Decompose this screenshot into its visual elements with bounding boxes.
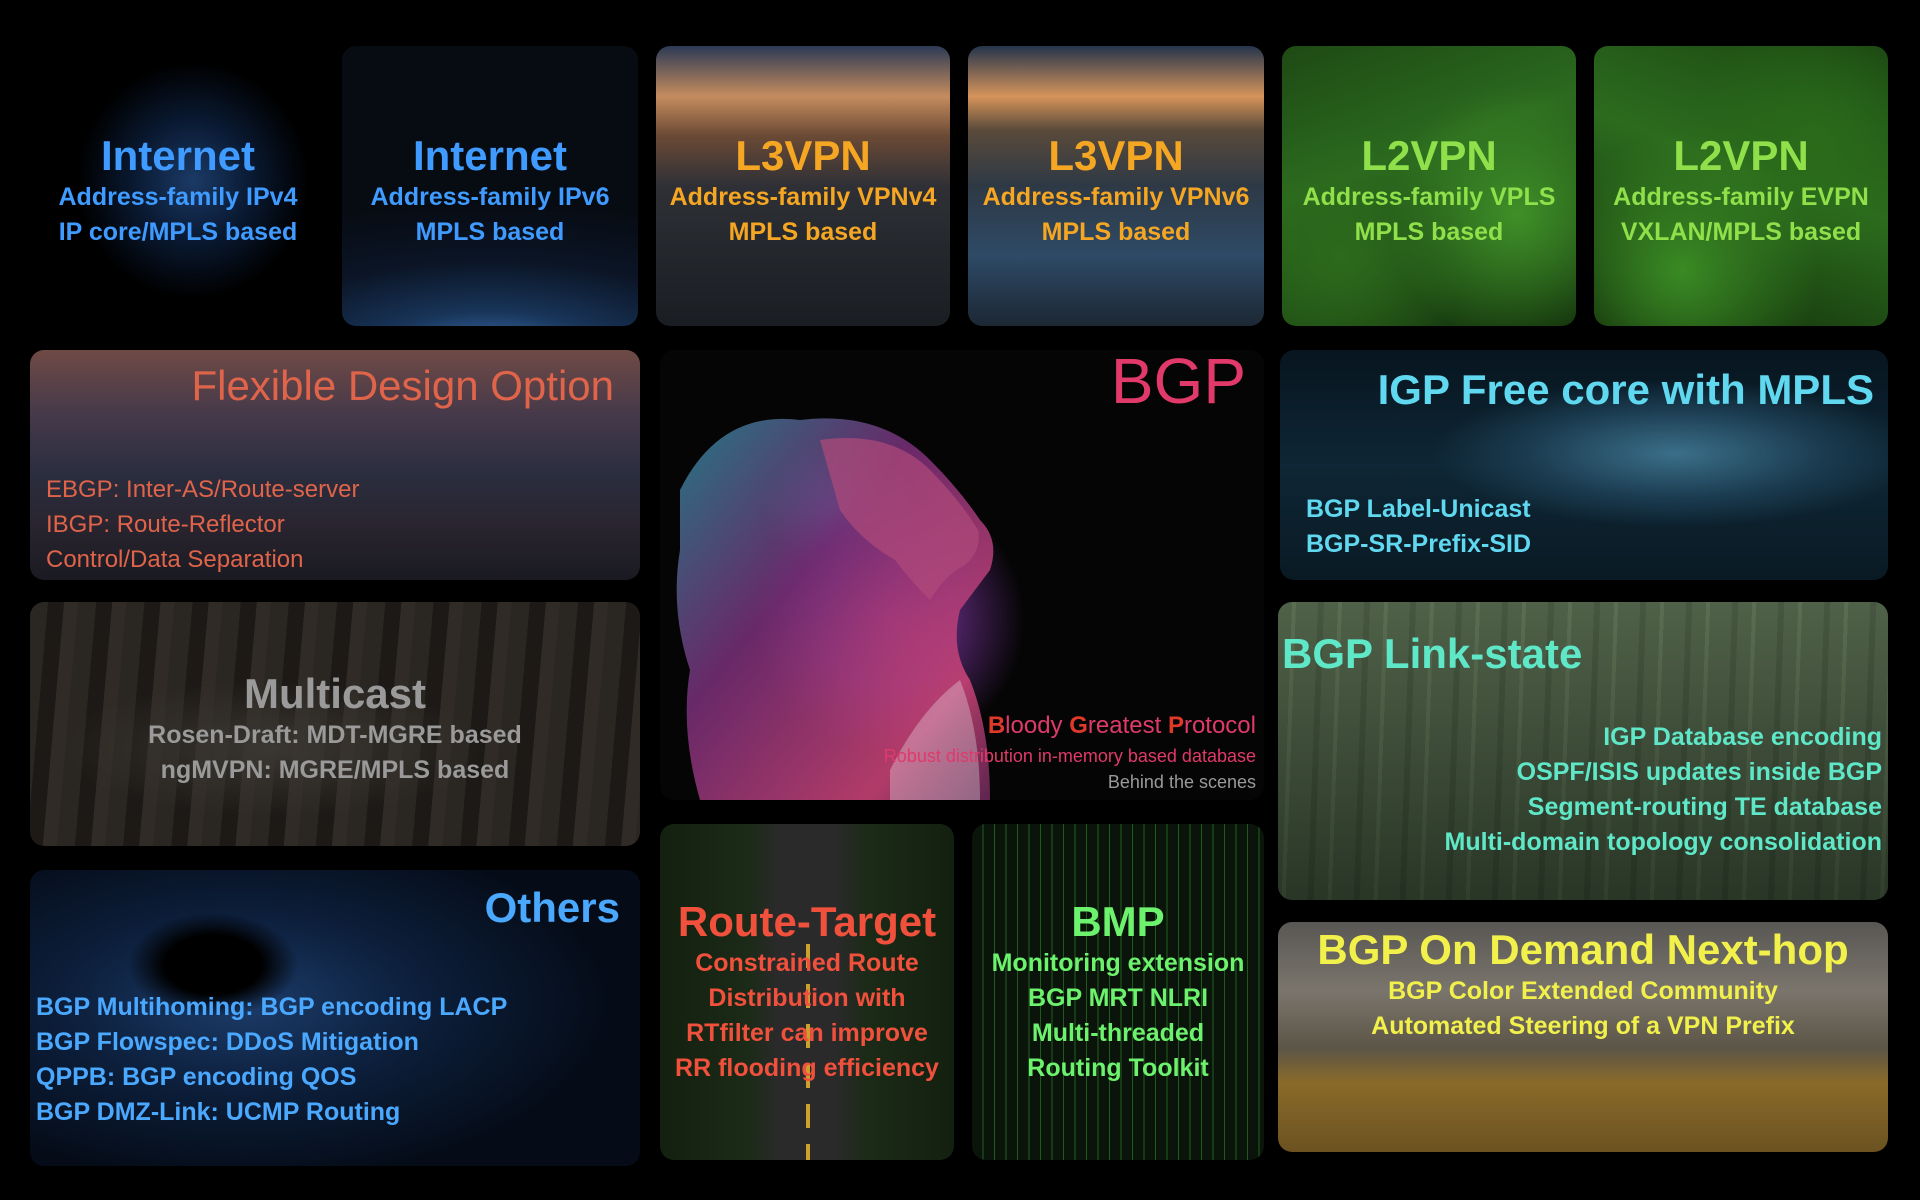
tile-line: Segment-routing TE database (1527, 793, 1882, 821)
tile-line: BGP Flowspec: DDoS Mitigation (36, 1028, 419, 1056)
tile-igp-free-core: IGP Free core with MPLS BGP Label-Unicas… (1280, 350, 1888, 580)
tile-line: IP core/MPLS based (58, 218, 298, 246)
tile-bgp-link-state: BGP Link-state IGP Database encoding OSP… (1278, 602, 1888, 900)
tile-line: RTfilter can improve (686, 1019, 928, 1047)
tagline-text: rotocol (1183, 712, 1256, 739)
tagline-text: loody (1005, 712, 1070, 739)
tile-line: BGP DMZ-Link: UCMP Routing (36, 1098, 401, 1126)
tile-l3vpn-vpnv6: L3VPN Address-family VPNv6 MPLS based (968, 46, 1264, 326)
tile-line: BGP Multihoming: BGP encoding LACP (36, 993, 508, 1021)
tile-line: Rosen-Draft: MDT-MGRE based (148, 721, 522, 749)
tile-l3vpn-vpnv4: L3VPN Address-family VPNv4 MPLS based (656, 46, 950, 326)
tile-line: Address-family EVPN (1613, 183, 1869, 211)
tile-line: QPPB: BGP encoding QOS (36, 1063, 357, 1091)
tile-title: Internet (412, 132, 567, 179)
tile-title: Internet (100, 132, 255, 179)
tile-line: BGP Label-Unicast (1306, 495, 1531, 523)
tile-bgp: BGP Bloody Greatest Protocol Robust dist… (660, 350, 1264, 800)
lion-silhouette (676, 418, 994, 800)
tile-line: MPLS based (1041, 218, 1191, 246)
tile-line: Constrained Route (695, 949, 919, 977)
tile-l2vpn-vpls: L2VPN Address-family VPLS MPLS based (1282, 46, 1576, 326)
tile-internet-ipv6: Internet Address-family IPv6 MPLS based (342, 46, 638, 326)
tile-line: EBGP: Inter-AS/Route-server (46, 476, 360, 503)
tagline-letter: G (1069, 712, 1088, 739)
tile-title: L2VPN (1361, 132, 1497, 179)
tile-multicast: Multicast Rosen-Draft: MDT-MGRE based ng… (30, 602, 640, 846)
bgp-tagline: Bloody Greatest Protocol (988, 712, 1256, 740)
tile-line: Distribution with (708, 984, 906, 1012)
tile-title: L3VPN (735, 132, 871, 179)
tile-line: MPLS based (1354, 218, 1504, 246)
tile-title: IGP Free core with MPLS (1377, 366, 1874, 413)
tile-title: Multicast (243, 670, 427, 717)
tile-line: Monitoring extension (991, 949, 1245, 977)
tile-bmp: BMP Monitoring extension BGP MRT NLRI Mu… (972, 824, 1264, 1160)
tile-line: Multi-threaded (1031, 1019, 1205, 1047)
tile-flexible-design: Flexible Design Option EBGP: Inter-AS/Ro… (30, 350, 640, 580)
tile-line: Address-family VPNv6 (982, 183, 1250, 211)
tile-title: L2VPN (1673, 132, 1809, 179)
bgp-subtitle: Robust distribution in-memory based data… (883, 746, 1256, 766)
tile-line: MPLS based (728, 218, 878, 246)
tile-line: ngMVPN: MGRE/MPLS based (160, 756, 510, 784)
tile-line: Routing Toolkit (1027, 1054, 1209, 1082)
tile-line: BGP MRT NLRI (1027, 984, 1209, 1012)
tile-title: L3VPN (1048, 132, 1184, 179)
tile-title: Flexible Design Option (191, 362, 614, 409)
tile-title: Route-Target (677, 898, 937, 945)
tagline-text: reatest (1087, 712, 1168, 739)
tile-line: RR flooding efficiency (675, 1054, 939, 1082)
tile-line: Address-family IPv6 (370, 183, 610, 211)
tile-title: Others (484, 884, 620, 931)
tile-line: IGP Database encoding (1603, 723, 1882, 751)
tile-line: MPLS based (415, 218, 565, 246)
bgp-title: BGP (1110, 350, 1246, 417)
tile-line: Multi-domain topology consolidation (1444, 828, 1882, 856)
tile-line: Address-family IPv4 (58, 183, 298, 211)
tile-line: Address-family VPLS (1302, 183, 1556, 211)
tile-line: BGP Color Extended Community (1388, 977, 1778, 1005)
tile-line: Control/Data Separation (46, 546, 304, 573)
tagline-letter: P (1167, 712, 1184, 739)
bgp-subtitle-2: Behind the scenes (1107, 772, 1256, 792)
tile-line: Address-family VPNv4 (669, 183, 937, 211)
tagline-letter: B (987, 712, 1006, 739)
tile-title: BMP (1071, 898, 1165, 945)
tile-l2vpn-evpn: L2VPN Address-family EVPN VXLAN/MPLS bas… (1594, 46, 1888, 326)
tile-line: VXLAN/MPLS based (1620, 218, 1862, 246)
tile-route-target: Route-Target Constrained Route Distribut… (660, 824, 954, 1160)
tile-others: Others BGP Multihoming: BGP encoding LAC… (30, 870, 640, 1166)
tile-line: Automated Steering of a VPN Prefix (1371, 1012, 1795, 1040)
tile-bgp-odn: BGP On Demand Next-hop BGP Color Extende… (1278, 922, 1888, 1152)
tile-line: BGP-SR-Prefix-SID (1306, 530, 1532, 558)
tile-title: BGP On Demand Next-hop (1317, 926, 1849, 973)
tile-title: BGP Link-state (1282, 630, 1583, 677)
tile-line: IBGP: Route-Reflector (46, 511, 285, 538)
tile-internet-ipv4: Internet Address-family IPv4 IP core/MPL… (28, 46, 328, 326)
tile-line: OSPF/ISIS updates inside BGP (1516, 758, 1882, 786)
